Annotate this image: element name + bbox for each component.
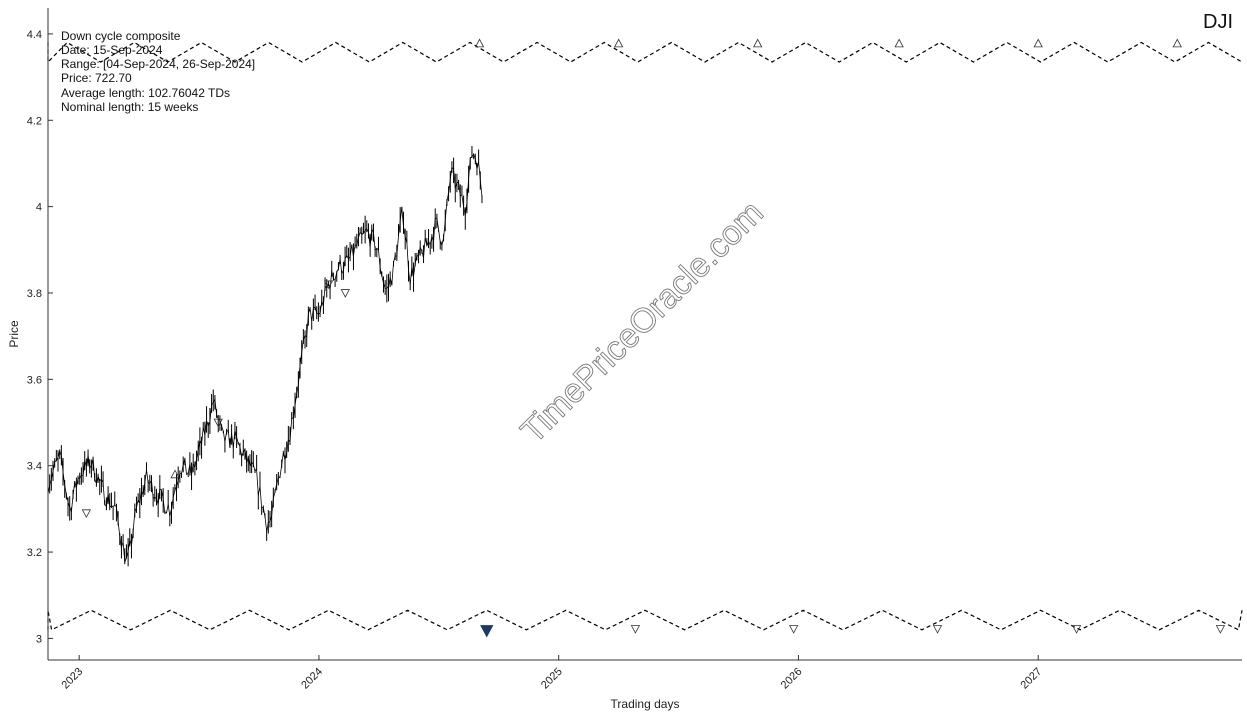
y-tick-label: 3.4 [27,461,42,473]
price-trough-marker [213,418,223,428]
price-line [47,153,483,563]
info-line: Price: 722.70 [61,71,132,85]
y-tick-label: 4 [36,202,42,214]
lower-cycle-marker [932,625,943,634]
y-axis-title: Price [7,320,21,348]
x-axis-title: Trading days [611,697,680,711]
lower-cycle-marker [788,625,799,634]
y-tick-label: 3.2 [27,547,42,559]
y-tick-label: 3.6 [27,374,42,386]
cycle-markers [81,38,1226,638]
lower-cycle-wave [47,609,1243,631]
upper-cycle-marker [1033,38,1043,48]
y-tick-label: 3 [36,633,42,645]
info-block: Down cycle composite Date: 15-Sep-2024 R… [61,29,255,114]
x-tick-label: 2027 [1019,666,1045,692]
info-line: Range: [04-Sep-2024, 26-Sep-2024] [61,57,255,71]
upper-cycle-marker [753,38,763,48]
y-tick-label: 4.2 [27,115,42,127]
price-series [47,146,483,567]
upper-cycle-marker [894,38,904,48]
upper-cycle-marker [1172,38,1182,48]
price-trough-marker [323,280,334,290]
upper-cycle-marker [613,38,624,48]
ticker-label: DJI [1203,11,1233,33]
x-tick-label: 2024 [299,666,325,692]
y-tick-label: 3.8 [27,288,42,300]
lower-cycle-marker [1071,625,1082,634]
info-line: Down cycle composite [61,29,181,43]
info-line: Date: 15-Sep-2024 [61,43,163,57]
x-tick-label: 2026 [779,666,805,692]
y-tick-label: 4.4 [27,29,42,41]
lower-cycle-marker [1215,625,1226,634]
price-trough-marker [81,509,92,519]
upper-cycle-marker [474,38,485,48]
price-trough-marker [340,289,350,298]
price-peak-marker [170,469,180,479]
lower-cycle-marker [630,625,641,634]
current-cycle-marker [480,625,494,638]
plot-area [48,8,1242,660]
x-tick-label: 2023 [59,666,85,692]
upper-cycle-wave [47,41,1243,64]
info-line: Nominal length: 15 weeks [61,100,198,114]
info-line: Average length: 102.76042 TDs [61,86,230,100]
cycle-waves [47,41,1243,631]
x-tick-label: 2025 [539,666,565,692]
